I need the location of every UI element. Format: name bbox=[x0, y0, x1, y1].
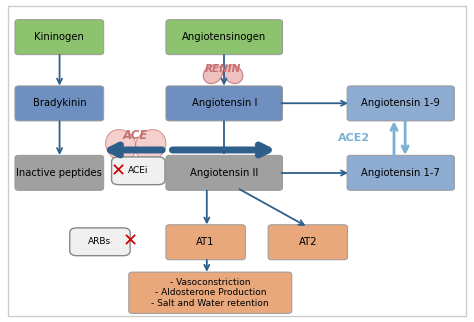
FancyBboxPatch shape bbox=[15, 20, 104, 55]
Text: Angiotensin II: Angiotensin II bbox=[190, 168, 258, 178]
FancyBboxPatch shape bbox=[129, 272, 292, 313]
Text: Angiotensin 1-7: Angiotensin 1-7 bbox=[361, 168, 440, 178]
Text: RENIN: RENIN bbox=[205, 64, 241, 74]
FancyBboxPatch shape bbox=[268, 225, 347, 260]
Text: Kininogen: Kininogen bbox=[35, 32, 84, 42]
Text: ARBs: ARBs bbox=[89, 237, 111, 246]
FancyBboxPatch shape bbox=[347, 155, 455, 190]
Text: ✕: ✕ bbox=[123, 233, 138, 251]
FancyBboxPatch shape bbox=[15, 155, 104, 190]
FancyBboxPatch shape bbox=[347, 86, 455, 121]
FancyBboxPatch shape bbox=[111, 157, 165, 185]
FancyBboxPatch shape bbox=[70, 228, 130, 256]
Text: ACEi: ACEi bbox=[128, 166, 148, 175]
Text: Angiotensin I: Angiotensin I bbox=[191, 99, 257, 109]
Text: AT2: AT2 bbox=[299, 237, 317, 247]
Text: ACE: ACE bbox=[123, 129, 148, 142]
Text: ✕: ✕ bbox=[111, 162, 126, 180]
Ellipse shape bbox=[203, 65, 222, 84]
FancyBboxPatch shape bbox=[166, 20, 283, 55]
Ellipse shape bbox=[106, 129, 136, 161]
Text: Bradykinin: Bradykinin bbox=[33, 99, 86, 109]
Text: - Vasoconstriction
- Aldosterone Production
- Salt and Water retention: - Vasoconstriction - Aldosterone Product… bbox=[152, 278, 269, 308]
Text: ACE2: ACE2 bbox=[338, 133, 370, 143]
FancyBboxPatch shape bbox=[166, 155, 283, 190]
FancyBboxPatch shape bbox=[166, 225, 246, 260]
FancyBboxPatch shape bbox=[15, 86, 104, 121]
Text: AT1: AT1 bbox=[196, 237, 215, 247]
Text: Angiotensinogen: Angiotensinogen bbox=[182, 32, 266, 42]
Ellipse shape bbox=[135, 129, 166, 161]
Ellipse shape bbox=[224, 65, 243, 84]
Text: Angiotensin 1-9: Angiotensin 1-9 bbox=[361, 99, 440, 109]
FancyBboxPatch shape bbox=[166, 86, 283, 121]
Text: Inactive peptides: Inactive peptides bbox=[17, 168, 102, 178]
